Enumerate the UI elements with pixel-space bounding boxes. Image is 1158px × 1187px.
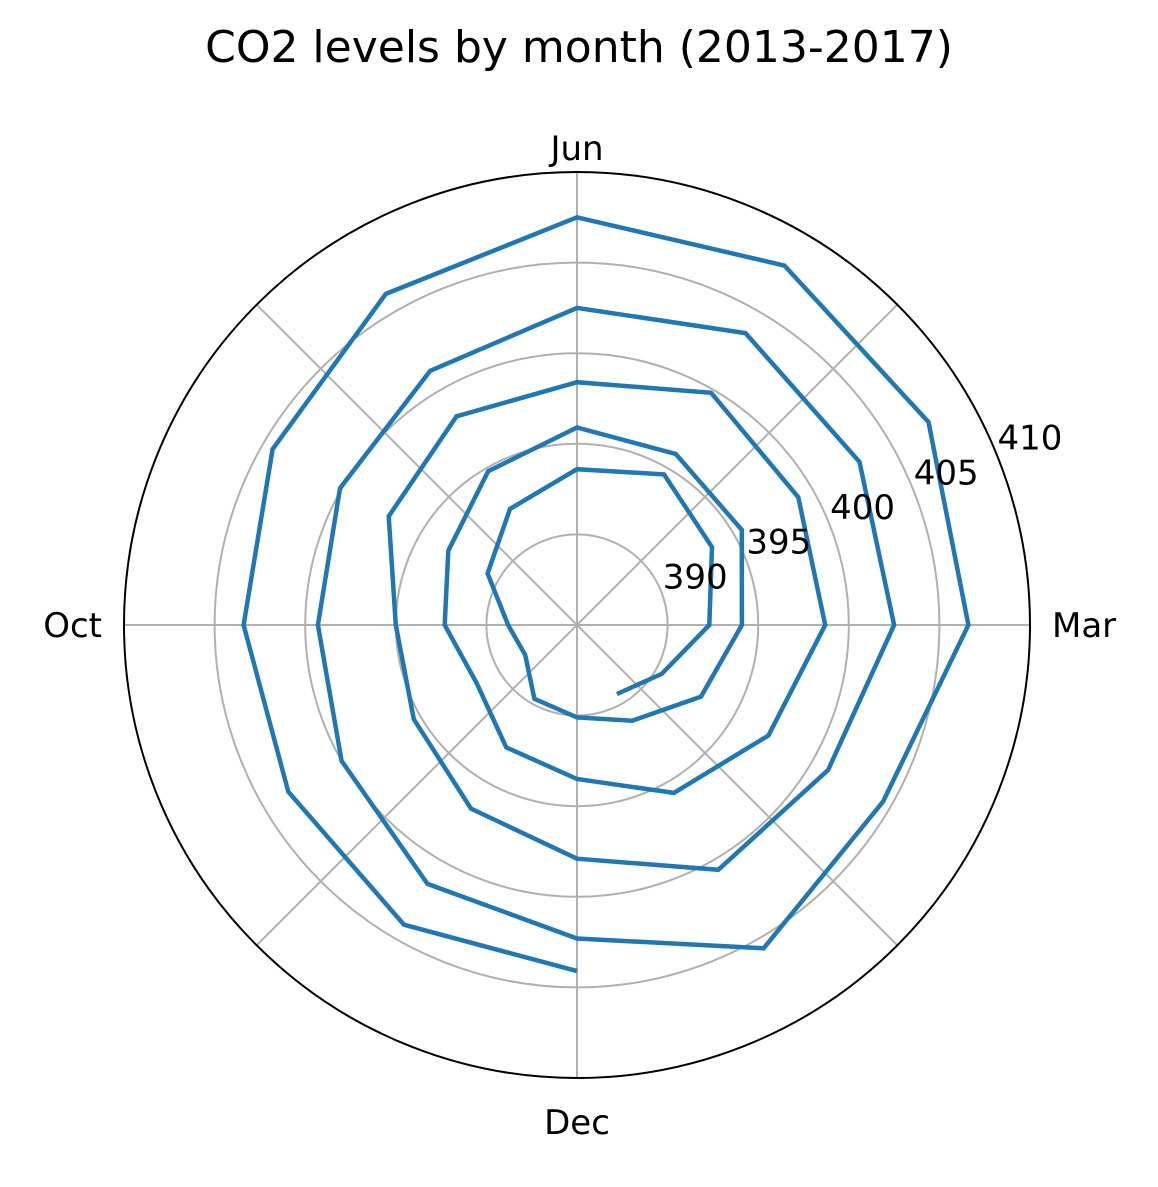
r-tick-label: 410 xyxy=(998,419,1063,459)
co2-series-line xyxy=(241,214,971,974)
polar-frame xyxy=(123,171,1031,1079)
ring-gridline xyxy=(213,261,941,989)
theta-tick-label: Mar xyxy=(1052,606,1116,646)
r-tick-label: 400 xyxy=(830,488,895,528)
r-tick-label: 390 xyxy=(663,557,728,597)
series-line-layer xyxy=(241,214,971,974)
theta-tick-label: Dec xyxy=(544,1103,610,1143)
theta-tick-label: Jun xyxy=(548,129,603,169)
radial-gridline xyxy=(576,624,899,947)
r-tick-label: 405 xyxy=(914,453,979,493)
radial-gridline xyxy=(255,624,578,947)
radial-gridline xyxy=(576,303,899,626)
chart-title: CO2 levels by month (2013-2017) xyxy=(205,22,953,73)
radial-gridline xyxy=(255,303,578,626)
tick-label-layer: Mar Jun Oct Dec 390 395 400 405 410 xyxy=(43,129,1116,1143)
theta-tick-label: Oct xyxy=(43,606,102,646)
ring-gridline xyxy=(304,352,850,898)
r-tick-label: 395 xyxy=(746,523,811,563)
